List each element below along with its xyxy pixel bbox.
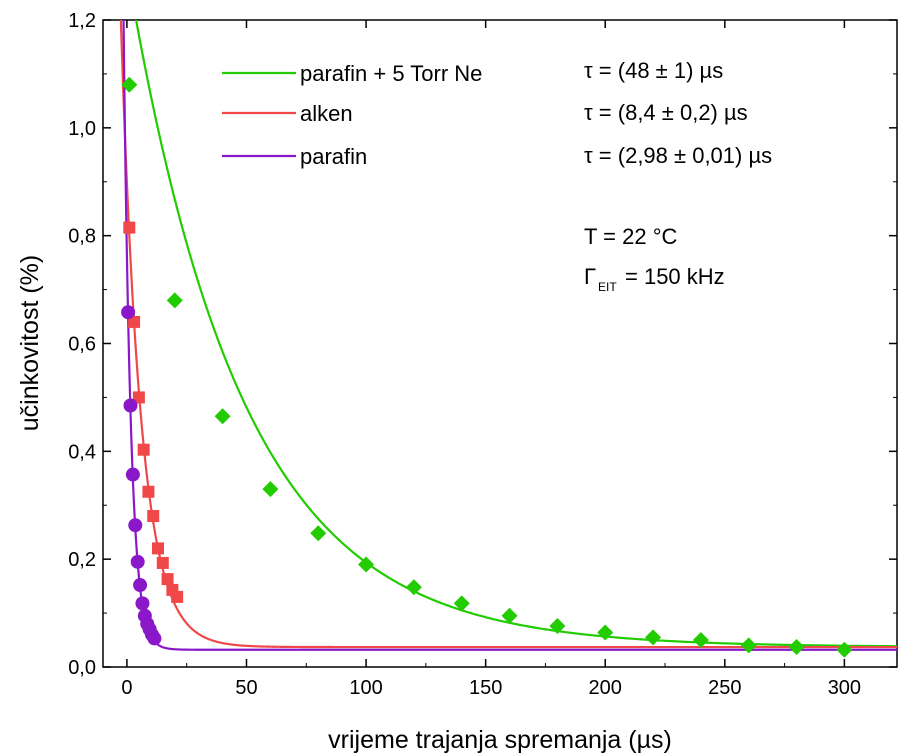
legend-label-1: parafin + 5 Torr Ne [300,61,482,86]
y-axis-title: učinkovitost (%) [16,255,44,431]
data-point-s1 [549,618,566,635]
data-point-s1 [214,408,231,425]
data-point-s1 [501,607,518,624]
y-tick-label: 0,2 [68,549,96,571]
data-point-s3 [133,578,148,593]
data-point-s1 [262,481,279,498]
y-tick-label: 0,4 [68,441,96,463]
tau-green-annotation: τ = (48 ± 1) µs [584,58,723,83]
gamma-symbol: Γ [584,264,596,289]
data-point-s2 [156,556,169,569]
tau-red-annotation: τ = (8,4 ± 0,2) µs [584,100,748,125]
tau-purple-annotation: τ = (2,98 ± 0,01) µs [584,143,772,168]
plot-frame [102,19,898,668]
y-tick-label: 0,8 [68,226,96,248]
axis-ticks: 0 50 100 150 200 250 300 0,0 0,2 0,4 0,6 0,8 1,0 1,2 [68,10,897,699]
data-point-s2 [161,573,174,586]
temperature-annotation: T = 22 °C [584,224,677,249]
data-point-s3 [121,305,136,320]
data-point-s1 [453,595,470,612]
fit-curve-3 [122,20,897,651]
data-point-s1 [836,641,853,658]
fit-curve-2 [119,20,897,649]
gamma-value: = 150 kHz [625,264,725,289]
data-point-s1 [405,579,422,596]
data-point-s2 [147,510,160,523]
data-point-s1 [692,632,709,649]
data-point-s2 [171,590,184,603]
x-tick-label: 200 [589,677,622,699]
data-point-s2 [132,391,145,404]
data-point-s2 [128,315,141,328]
data-point-s3 [123,398,138,413]
annotations: τ = (48 ± 1) µs τ = (8,4 ± 0,2) µs τ = (… [584,58,772,294]
y-tick-label: 0,6 [68,334,96,356]
data-point-s1 [645,629,662,646]
x-tick-label: 150 [469,677,502,699]
data-point-s3 [135,596,150,611]
data-point-s1 [788,639,805,656]
x-tick-label: 50 [235,677,257,699]
gamma-subscript: EIT [598,280,617,294]
data-markers [121,76,853,658]
data-point-s1 [358,556,375,573]
data-point-s1 [166,292,183,309]
y-tick-label: 1,2 [68,10,96,32]
data-point-s1 [121,76,138,93]
data-point-s1 [597,624,614,641]
data-point-s3 [147,631,162,646]
data-point-s2 [123,221,136,234]
y-tick-label: 0,0 [68,657,96,679]
data-point-s1 [310,525,327,542]
data-point-s3 [125,467,140,482]
data-point-s1 [740,637,757,654]
data-point-s3 [128,518,143,533]
fit-curve-1 [134,20,897,648]
data-point-s2 [137,443,150,456]
x-tick-label: 300 [828,677,861,699]
legend-label-2: alken [300,101,353,126]
x-tick-label: 0 [121,677,132,699]
x-tick-label: 100 [349,677,382,699]
x-tick-label: 250 [708,677,741,699]
y-tick-label: 1,0 [68,118,96,140]
data-point-s2 [142,485,155,498]
legend-label-3: parafin [300,144,367,169]
legend: parafin + 5 Torr Ne alken parafin [222,61,482,169]
data-point-s3 [130,554,145,569]
fit-curves [119,20,897,651]
data-point-s2 [152,542,165,555]
x-axis-title: vrijeme trajanja spremanja (µs) [328,726,672,754]
